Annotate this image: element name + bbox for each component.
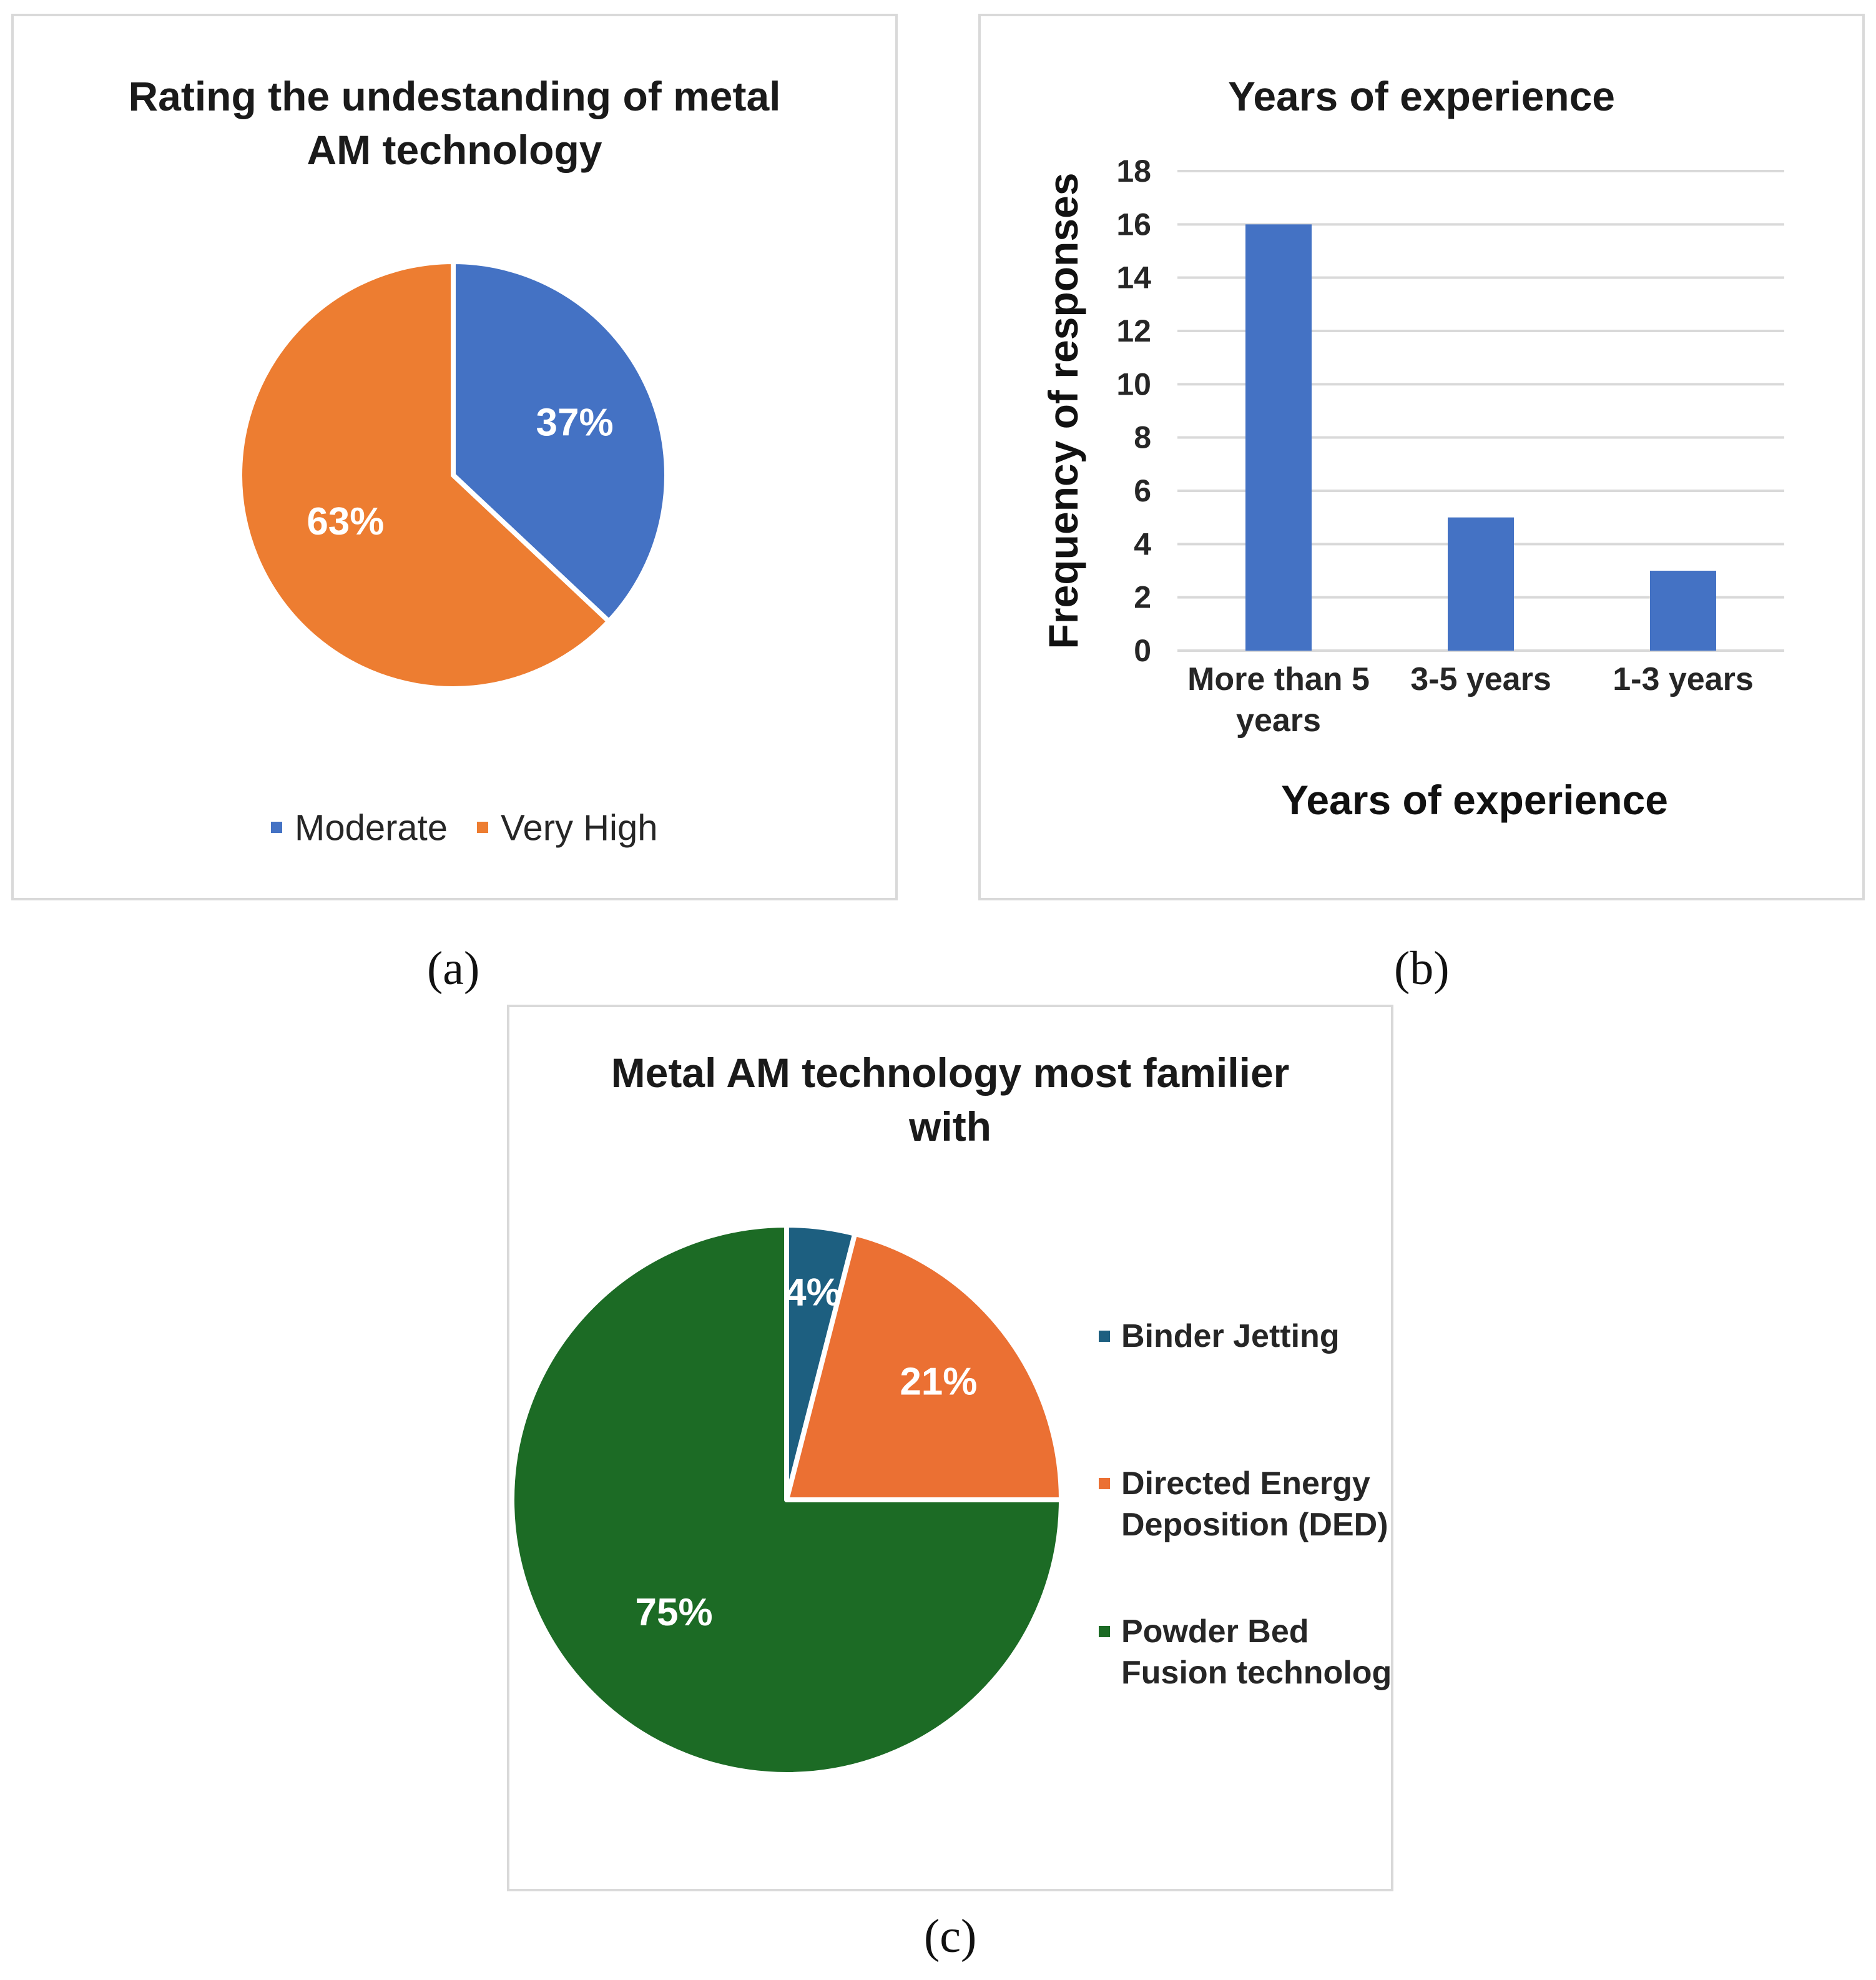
panel-a-pie-chart: Rating the undestanding of metal AM tech…: [11, 14, 898, 900]
chart-a-data-label-very-high: 63%: [307, 500, 384, 543]
x-tick-label-more-than-5-years-line-1: More than 5: [1187, 661, 1370, 697]
chart-c-data-label-powder-bed-fusion-technology: 75%: [635, 1591, 712, 1634]
chart-a-plot: 37% 63% Moderate Very High: [237, 259, 669, 849]
chart-c-data-label-binder-jetting: 4%: [785, 1271, 841, 1314]
y-tick-label-14: 14: [1116, 260, 1151, 295]
chart-b-plot: 0 2 4 6 8 10 12 14 16 18 More than 5 years 3-5 years…: [1040, 154, 1784, 823]
y-axis-title: Frequency of responses: [1040, 173, 1086, 649]
y-tick-label-6: 6: [1134, 473, 1151, 508]
y-tick-label-2: 2: [1134, 580, 1151, 615]
chart-c-data-label-directed-energy-deposition-ded: 21%: [900, 1361, 977, 1404]
bar-more-than-5-years: [1245, 224, 1312, 651]
chart-c-slice-powder-bed-fusion-technology: [509, 1223, 1064, 1777]
legend-label-directed-energy-deposition-ded-line-1: Directed Energy: [1121, 1465, 1370, 1502]
chart-a-title-line-2: AM technology: [307, 127, 602, 173]
legend-label-powder-bed-fusion-technology-line-2: Fusion technology: [1121, 1655, 1391, 1691]
legend-label-directed-energy-deposition-ded-line-2: Deposition (DED): [1121, 1507, 1388, 1543]
chart-c-title-line-2: with: [909, 1103, 991, 1150]
chart-a-slice-moderate: [451, 259, 669, 624]
y-tick-label-0: 0: [1134, 633, 1151, 668]
legend-marker-moderate: [271, 822, 282, 833]
legend-label-moderate: Moderate: [295, 808, 448, 849]
chart-b-title: Years of experience: [1227, 73, 1616, 119]
caption-a: (a): [427, 942, 480, 995]
y-tick-label-16: 16: [1116, 207, 1151, 242]
bar-1-3-years: [1650, 571, 1716, 651]
legend-label-binder-jetting-line-1: Binder Jetting: [1121, 1318, 1340, 1354]
y-tick-label-12: 12: [1116, 313, 1151, 348]
legend-marker-very-high: [477, 822, 488, 833]
y-tick-label-10: 10: [1116, 367, 1151, 401]
panel-b-bar-chart: Years of experience 0 2 4 6 8 10 12 14 16 18 More …: [978, 14, 1865, 900]
legend-marker-powder-bed-fusion-technology: [1099, 1626, 1110, 1637]
chart-a-slice-very-high: [237, 259, 612, 691]
legend-label-very-high: Very High: [501, 808, 657, 849]
panel-c-pie-chart: Metal AM technology most familier with 4…: [507, 1005, 1393, 1891]
chart-c-slice-directed-energy-deposition-ded: [784, 1231, 1064, 1502]
caption-b: (b): [1394, 942, 1450, 995]
chart-a-title-line-1: Rating the undestanding of metal: [128, 73, 781, 119]
legend-label-powder-bed-fusion-technology-line-1: Powder Bed: [1121, 1613, 1309, 1650]
chart-c-title: Metal AM technology most familier with: [509, 1046, 1391, 1153]
y-tick-label-4: 4: [1134, 526, 1151, 561]
x-tick-label-1-3-years-line-1: 1-3 years: [1613, 661, 1754, 697]
chart-c-title-line-1: Metal AM technology most familier: [611, 1050, 1290, 1096]
chart-c-plot: 4% 21% 75% Binder Jetting Directed Energy Dep…: [509, 1223, 1391, 1777]
legend-marker-binder-jetting: [1099, 1331, 1110, 1342]
x-axis-title: Years of experience: [1281, 777, 1668, 823]
caption-c: (c): [924, 1910, 977, 1963]
y-tick-label-18: 18: [1116, 154, 1151, 189]
legend-marker-directed-energy-deposition-ded: [1099, 1478, 1110, 1489]
bar-3-5-years: [1448, 517, 1514, 651]
x-tick-label-more-than-5-years-line-2: years: [1236, 702, 1321, 739]
chart-a-title: Rating the undestanding of metal AM tech…: [14, 69, 895, 177]
chart-a-data-label-moderate: 37%: [536, 401, 614, 444]
x-tick-label-3-5-years-line-1: 3-5 years: [1410, 661, 1551, 697]
y-tick-label-8: 8: [1134, 420, 1151, 455]
